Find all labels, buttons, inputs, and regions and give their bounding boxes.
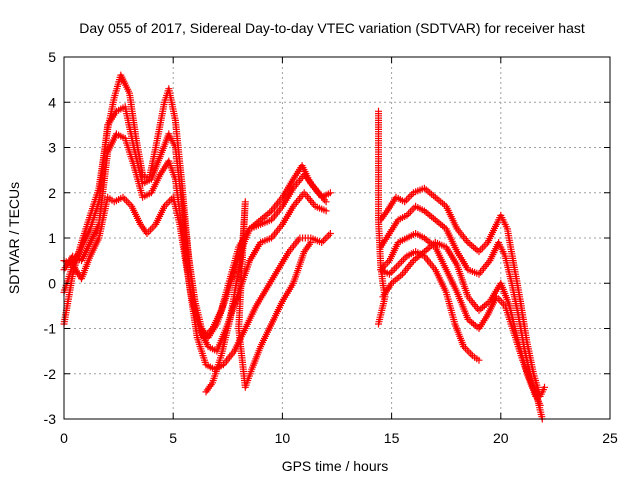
x-tick-label: 25: [602, 430, 618, 446]
tick-labels: 0 5 10 15 20 25 -3 -2 -1 0 1 2 3 4 5: [44, 49, 618, 446]
x-tick-label: 10: [275, 430, 291, 446]
chart-title: Day 055 of 2017, Sidereal Day-to-day VTE…: [79, 20, 585, 36]
series-track-7: [377, 184, 548, 400]
x-tick-label: 0: [60, 430, 68, 446]
x-tick-label: 20: [493, 430, 509, 446]
x-axis-label: GPS time / hours: [282, 458, 389, 474]
y-tick-label: 3: [48, 140, 56, 156]
series-track-11: [379, 239, 540, 400]
data-markers: [379, 239, 540, 400]
y-tick-label: -3: [44, 411, 57, 427]
data-markers: [377, 248, 483, 364]
y-tick-label: 4: [48, 94, 56, 110]
series-track-5: [202, 198, 315, 396]
data-markers: [202, 198, 315, 396]
y-tick-label: -2: [44, 366, 57, 382]
x-tick-label: 15: [384, 430, 400, 446]
y-tick-label: 0: [48, 275, 56, 291]
series-track-10: [377, 248, 483, 364]
y-tick-label: 5: [48, 49, 56, 65]
y-axis-label: SDTVAR / TECUs: [6, 182, 22, 294]
x-tick-label: 5: [169, 430, 177, 446]
y-tick-label: 2: [48, 185, 56, 201]
axis-ticks: [63, 56, 611, 420]
y-tick-label: -1: [44, 321, 57, 337]
data-points: [60, 71, 548, 423]
y-tick-label: 1: [48, 230, 56, 246]
series-track-6: [375, 107, 389, 328]
data-markers: [375, 107, 389, 328]
data-markers: [377, 184, 548, 400]
